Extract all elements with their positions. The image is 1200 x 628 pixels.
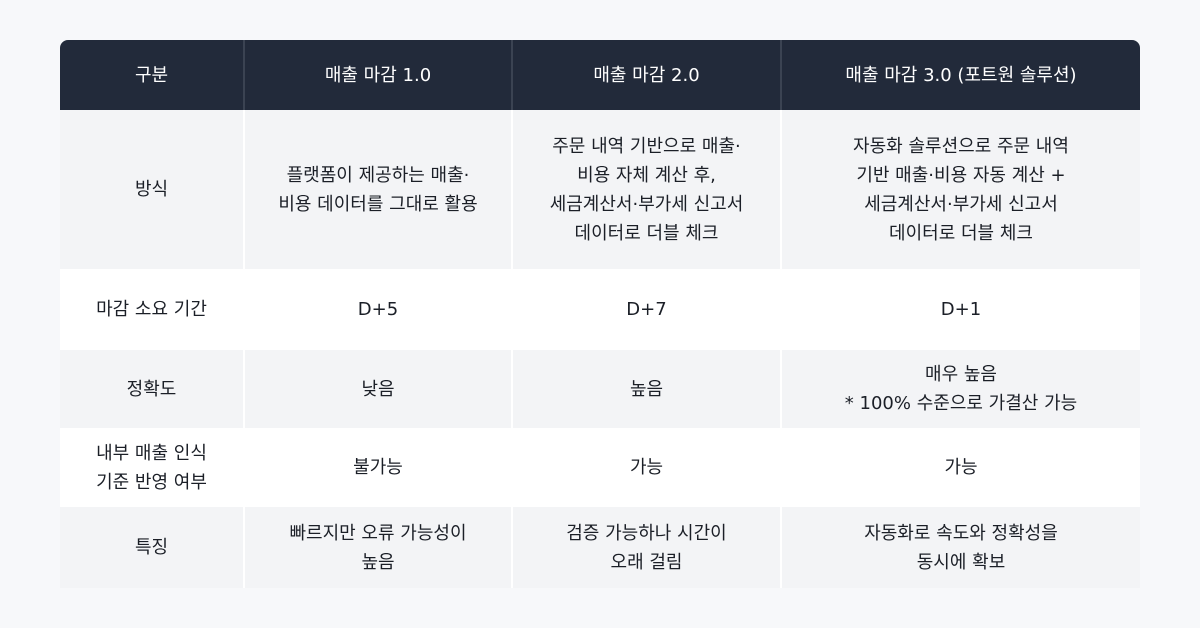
table-cell: 검증 가능하나 시간이 오래 걸림 [513,507,782,588]
row-label: 마감 소요 기간 [60,269,245,350]
table-cell: 주문 내역 기반으로 매출· 비용 자체 계산 후, 세금계산서·부가세 신고서 데이… [513,110,782,269]
table-cell: 매우 높음 * 100% 수준으로 가결산 가능 [782,350,1140,428]
row-label: 특징 [60,507,245,588]
header-cell: 매출 마감 3.0 (포트원 솔루션) [782,40,1140,110]
comparison-table: 구분 매출 마감 1.0 매출 마감 2.0 매출 마감 3.0 (포트원 솔루… [60,40,1140,588]
table-cell: 불가능 [245,428,513,507]
table-row: 마감 소요 기간 D+5 D+7 D+1 [60,269,1140,350]
table-cell: 자동화로 속도와 정확성을 동시에 확보 [782,507,1140,588]
table-row: 방식 플랫폼이 제공하는 매출· 비용 데이터를 그대로 활용 주문 내역 기반으로 … [60,110,1140,269]
table-row: 정확도 낮음 높음 매우 높음 * 100% 수준으로 가결산 가능 [60,350,1140,428]
table-cell: 낮음 [245,350,513,428]
row-label: 정확도 [60,350,245,428]
row-label: 내부 매출 인식 기준 반영 여부 [60,428,245,507]
header-cell: 매출 마감 2.0 [513,40,782,110]
table-cell: 플랫폼이 제공하는 매출· 비용 데이터를 그대로 활용 [245,110,513,269]
row-label: 방식 [60,110,245,269]
table-cell: D+1 [782,269,1140,350]
table-cell: D+5 [245,269,513,350]
table-cell: 가능 [782,428,1140,507]
table-row: 특징 빠르지만 오류 가능성이 높음 검증 가능하나 시간이 오래 걸림 자동화로 속도와… [60,507,1140,588]
header-cell: 매출 마감 1.0 [245,40,513,110]
header-cell: 구분 [60,40,245,110]
table-cell: D+7 [513,269,782,350]
header-row: 구분 매출 마감 1.0 매출 마감 2.0 매출 마감 3.0 (포트원 솔루… [60,40,1140,110]
table-row: 내부 매출 인식 기준 반영 여부 불가능 가능 가능 [60,428,1140,507]
table-cell: 자동화 솔루션으로 주문 내역 기반 매출·비용 자동 계산 + 세금계산서·부가세… [782,110,1140,269]
table-cell: 높음 [513,350,782,428]
table-cell: 가능 [513,428,782,507]
table-cell: 빠르지만 오류 가능성이 높음 [245,507,513,588]
